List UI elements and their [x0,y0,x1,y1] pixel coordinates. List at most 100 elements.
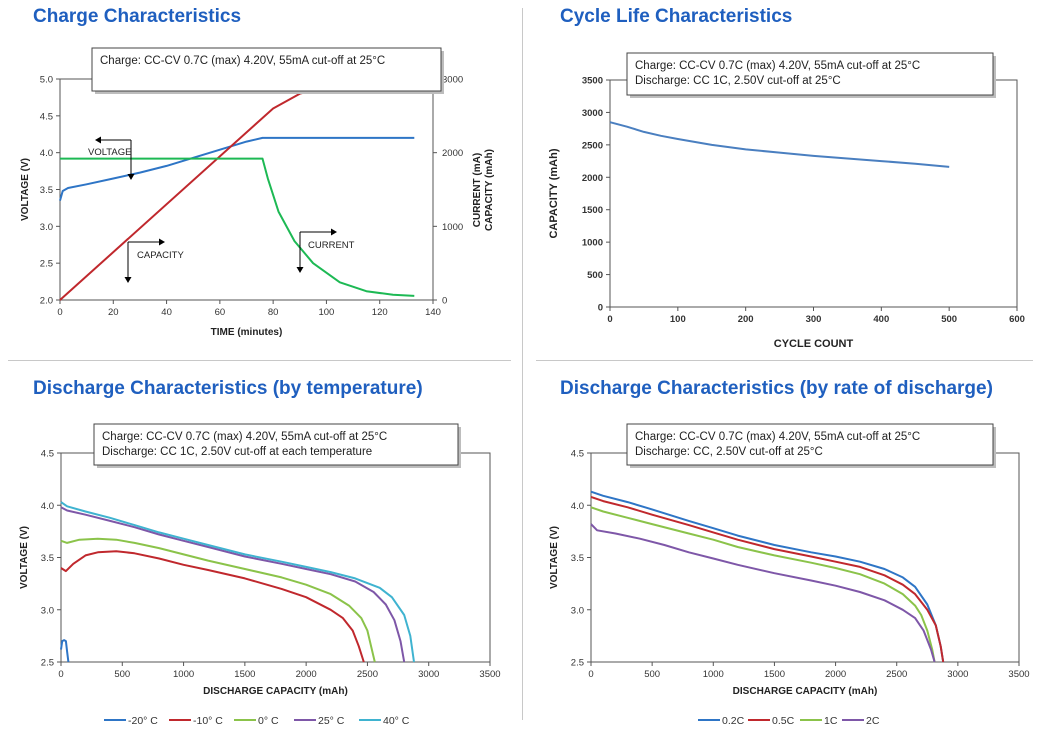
cycle-y-tick-label: 2000 [582,173,603,184]
charge-current-line [60,157,415,297]
cycle-x-tick-label: 200 [738,314,754,325]
cycle-x-tick-label: 600 [1009,314,1025,325]
temp-y-tick-label: 3.5 [41,553,54,564]
rate-x-tick-label: 1000 [703,669,724,680]
temp-annotation-line: Discharge: CC 1C, 2.50V cut-off at each … [102,446,372,458]
temp-y-tick-label: 3.0 [41,605,54,616]
rate-plot-frame [590,452,1020,663]
temp-y-tick-label: 4.5 [41,449,54,460]
temp-x-axis-label: DISCHARGE CAPACITY (mAh) [203,686,348,697]
rate-y-tick-label: 4.5 [571,449,584,460]
rate-series-line-0 [590,490,945,663]
charge-current-label: CURRENT [308,240,355,251]
charge-voltage-label: VOLTAGE [88,147,131,158]
rate-legend-label: 0.5C [772,715,795,727]
charge-capacity-arrowhead [159,238,165,246]
charge-x-tick-label: 40 [161,307,172,318]
charge-y2-axis-label: CURRENT (mA) [472,153,483,227]
temp-legend-label: 25° C [318,715,345,727]
cycle-y-axis-label: CAPACITY (mAh) [548,148,560,238]
rate-chart-title: Discharge Characteristics (by rate of di… [560,378,993,399]
charge-y-tick-label: 3.5 [40,185,53,196]
cycle-y-tick-label: 0 [598,303,603,314]
temp-series-line-3 [60,506,406,663]
cycle-annotation-box [626,52,994,96]
charge-chart-title: Charge Characteristics [33,6,242,27]
rate-x-tick-label: 2500 [886,669,907,680]
temp-series-line-0 [60,639,70,663]
rate-legend-label: 0.2C [722,715,745,727]
charge-voltage-arrowhead [95,136,101,144]
charge-capacity-label: CAPACITY [137,250,184,261]
rate-y-tick-label: 3.0 [571,605,584,616]
cycle-capacity-line [609,121,950,168]
temp-series-line-1 [60,550,365,663]
charge-x-tick-label: 140 [425,307,441,318]
charge-voltage-arrow [97,139,132,178]
rate-x-tick-label: 3000 [947,669,968,680]
charge-x-tick-label: 80 [268,307,279,318]
rate-x-axis-label: DISCHARGE CAPACITY (mAh) [733,686,878,697]
temp-annotation-line: Charge: CC-CV 0.7C (max) 4.20V, 55mA cut… [102,431,387,443]
charge-x-tick-label: 100 [318,307,334,318]
charge-x-tick-label: 0 [57,307,62,318]
temp-legend-label: 40° C [383,715,410,727]
cycle-y-tick-label: 500 [587,270,603,281]
charge-y-tick-label: 5.0 [40,75,53,86]
charge-x-tick-label: 120 [372,307,388,318]
charge-current-arrowhead [331,228,337,236]
temp-x-tick-label: 500 [114,669,130,680]
temp-x-tick-label: 2000 [296,669,317,680]
charge-y2-axis-label: CAPACITY (mAh) [484,149,495,231]
rate-x-tick-label: 3500 [1008,669,1029,680]
cycle-y-tick-label: 1000 [582,238,603,249]
cycle-x-tick-label: 300 [806,314,822,325]
charge-y-tick-label: 4.5 [40,111,53,122]
charge-y-tick-label: 2.5 [40,259,53,270]
cycle-annotation-line: Charge: CC-CV 0.7C (max) 4.20V, 55mA cut… [635,60,920,72]
rate-x-tick-label: 0 [588,669,593,680]
rate-annotation-line: Charge: CC-CV 0.7C (max) 4.20V, 55mA cut… [635,431,920,443]
charge-y-tick-label: 4.0 [40,148,53,159]
charge-annotation-line: Charge: CC-CV 0.7C (max) 4.20V, 55mA cut… [100,55,385,67]
cycle-y-tick-label: 1500 [582,205,603,216]
cycle-x-tick-label: 400 [873,314,889,325]
cycle-x-axis-label: CYCLE COUNT [774,338,854,350]
rate-annotation-box [626,423,994,466]
temp-x-tick-label: 3000 [418,669,439,680]
rate-series-line-1 [590,495,945,663]
rate-legend-label: 1C [824,715,838,727]
temp-x-tick-label: 2500 [357,669,378,680]
temp-series-line-2 [60,537,376,663]
charge-x-tick-label: 60 [215,307,226,318]
charge-y-tick-label: 2.0 [40,296,53,307]
temp-series-line-4 [60,501,415,663]
charge-y-tick-label: 3.0 [40,222,53,233]
charge-x-tick-label: 20 [108,307,119,318]
cycle-annotation-line: Discharge: CC 1C, 2.50V cut-off at 25°C [635,75,841,87]
temp-legend-label: 0° C [258,715,279,727]
charge-y2-tick-label: 2000 [442,148,463,159]
rate-annotation-line: Discharge: CC, 2.50V cut-off at 25°C [635,446,823,458]
right-horizontal-divider [536,360,1033,361]
left-horizontal-divider [8,360,511,361]
cycle-y-tick-label: 3500 [582,76,603,87]
charge-y2-tick-label: 3000 [442,75,463,86]
temp-y-tick-label: 4.0 [41,501,54,512]
temp-x-tick-label: 1500 [234,669,255,680]
rate-y-axis-label: VOLTAGE (V) [549,526,560,589]
cycle-chart-title: Cycle Life Characteristics [560,6,793,27]
temp-x-tick-label: 3500 [479,669,500,680]
cycle-x-tick-label: 100 [670,314,686,325]
charge-current-arrow [299,231,335,270]
rate-y-tick-label: 3.5 [571,553,584,564]
charge-annotation-box [91,47,442,92]
charge-voltage-arrowhead [127,174,135,180]
charge-capacity-arrow [127,241,163,280]
temp-x-tick-label: 1000 [173,669,194,680]
rate-series-line-2 [590,506,936,663]
charge-y2-tick-label: 0 [442,296,447,307]
